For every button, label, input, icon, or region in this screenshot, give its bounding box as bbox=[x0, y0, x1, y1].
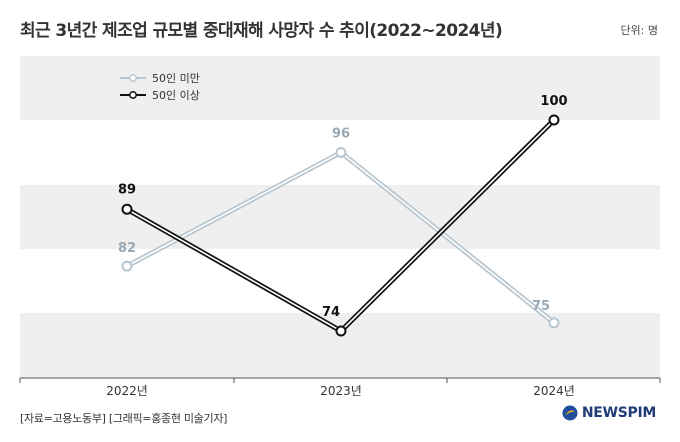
brand-name: NEWSPIM bbox=[581, 405, 656, 421]
newspim-logo: NEWSPIM bbox=[562, 405, 656, 421]
series-points bbox=[121, 114, 560, 337]
background-band bbox=[20, 313, 660, 378]
legend-label: 50인 미만 bbox=[152, 72, 200, 85]
data-labels: 82 96 75 89 74 100 bbox=[118, 94, 568, 320]
data-point bbox=[335, 325, 347, 337]
data-label: 82 bbox=[118, 241, 136, 256]
x-axis: 2022년 2023년 2024년 bbox=[19, 377, 661, 398]
background-band bbox=[20, 185, 660, 249]
source-credit: [자료=고용노동부] [그래픽=홍종현 미술기자] bbox=[20, 412, 228, 425]
x-tick-label: 2023년 bbox=[320, 384, 362, 398]
newspim-logo-icon bbox=[562, 405, 578, 421]
background-bands bbox=[20, 56, 660, 378]
legend-marker bbox=[129, 91, 137, 99]
data-point bbox=[548, 317, 560, 329]
background-band bbox=[20, 56, 660, 120]
unit-label: 단위: 명 bbox=[620, 24, 658, 37]
legend: 50인 미만 50인 이상 bbox=[120, 72, 200, 102]
data-label: 74 bbox=[322, 305, 340, 320]
data-label: 89 bbox=[118, 182, 136, 197]
data-point bbox=[335, 146, 347, 158]
chart-title: 최근 3년간 제조업 규모별 중대재해 사망자 수 추이(2022~2024년) bbox=[20, 21, 503, 41]
data-label: 96 bbox=[332, 126, 350, 141]
legend-marker bbox=[129, 74, 137, 82]
data-label: 75 bbox=[532, 299, 550, 314]
x-tick-label: 2024년 bbox=[533, 384, 575, 398]
x-tick-label: 2022년 bbox=[106, 384, 148, 398]
data-point bbox=[548, 114, 560, 126]
data-point bbox=[121, 203, 133, 215]
legend-label: 50인 이상 bbox=[152, 89, 200, 102]
data-label: 100 bbox=[540, 94, 567, 109]
data-point bbox=[121, 260, 133, 272]
